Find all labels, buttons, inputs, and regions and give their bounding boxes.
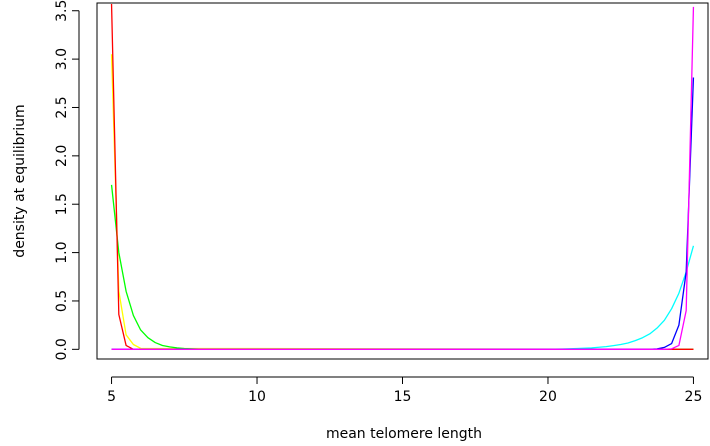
plot-frame <box>96 2 709 360</box>
y-axis: 0.0 0.5 1.0 1.5 2.0 2.5 3.0 3.5 <box>54 0 80 360</box>
y-tick-label: 2.0 <box>54 145 70 167</box>
x-tick-label: 25 <box>685 389 703 405</box>
y-tick-label: 3.5 <box>54 0 70 22</box>
x-axis: 5 10 15 20 25 <box>107 376 703 405</box>
y-tick-label: 1.0 <box>54 241 70 263</box>
series-line-6 <box>111 6 695 350</box>
y-axis-title: density at equilibrium <box>12 104 28 257</box>
series-layer <box>110 3 695 350</box>
y-tick-label: 1.5 <box>54 193 70 215</box>
x-tick-label: 20 <box>539 389 557 405</box>
y-tick-label: 0.0 <box>54 338 70 360</box>
x-tick-label: 15 <box>394 389 412 405</box>
series-line-2 <box>110 184 694 350</box>
x-axis-title: mean telomere length <box>326 426 482 442</box>
y-tick-label: 3.0 <box>54 48 70 70</box>
x-tick-label: 10 <box>248 389 266 405</box>
series-line-5 <box>111 77 695 350</box>
x-tick-label: 5 <box>107 389 116 405</box>
series-line-3 <box>110 3 694 350</box>
y-tick-label: 2.5 <box>54 96 70 118</box>
y-tick-label: 0.5 <box>54 290 70 312</box>
series-line-4 <box>111 245 695 350</box>
series-line-1 <box>110 54 694 350</box>
